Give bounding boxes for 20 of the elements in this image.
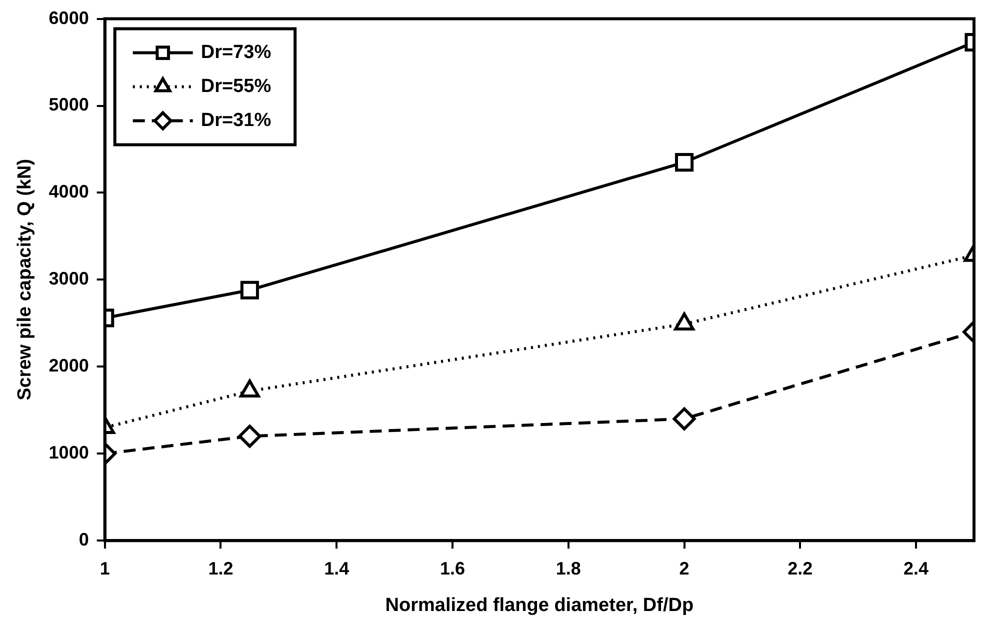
- y-tick-label: 6000: [48, 8, 89, 28]
- legend-label: Dr=73%: [200, 42, 272, 64]
- y-tick-label: 5000: [48, 94, 89, 115]
- legend-label: Dr=55%: [200, 76, 272, 98]
- legend-label: Dr=31%: [200, 110, 272, 132]
- y-tick-label: 2000: [48, 356, 89, 376]
- y-tick-label: 0: [78, 530, 89, 550]
- x-tick-label: 1.4: [324, 558, 350, 578]
- y-axis-title: Screw pile capacity, Q (kN): [14, 158, 36, 400]
- x-tick-label: 1.6: [440, 558, 466, 578]
- x-tick-label: 1.8: [556, 558, 581, 578]
- x-tick-label: 2.2: [788, 558, 813, 578]
- x-axis-title: Normalized flange diameter, Df/Dp: [385, 594, 694, 616]
- x-tick-label: 1: [100, 558, 110, 578]
- x-tick-label: 2: [679, 558, 690, 578]
- x-tick-label: 2.4: [904, 558, 929, 578]
- y-tick-label: 1000: [48, 442, 89, 463]
- y-tick-label: 3000: [48, 268, 89, 289]
- x-tick-label: 1.2: [208, 558, 234, 578]
- y-tick-label: 4000: [48, 182, 89, 202]
